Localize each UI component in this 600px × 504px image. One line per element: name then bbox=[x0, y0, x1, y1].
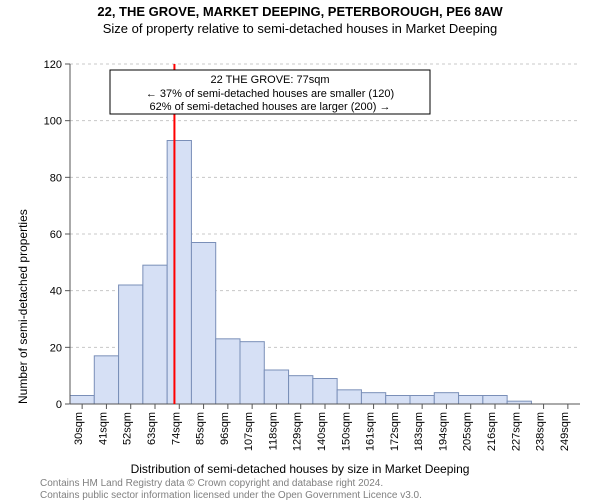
svg-text:22 THE GROVE: 77sqm: 22 THE GROVE: 77sqm bbox=[210, 74, 329, 86]
svg-text:63sqm: 63sqm bbox=[146, 412, 158, 445]
histogram-chart: 0 20 40 60 80 100 120 30sqm 41sqm 52sqm 63sqm 74sqm… bbox=[0, 4, 600, 474]
footnote: Contains HM Land Registry data © Crown c… bbox=[40, 478, 590, 502]
svg-text:194sqm: 194sqm bbox=[437, 412, 449, 451]
svg-text:172sqm: 172sqm bbox=[389, 412, 401, 451]
svg-text:107sqm: 107sqm bbox=[243, 412, 255, 451]
svg-text:216sqm: 216sqm bbox=[486, 412, 498, 451]
svg-text:41sqm: 41sqm bbox=[97, 412, 109, 445]
svg-text:120: 120 bbox=[44, 59, 62, 71]
svg-text:96sqm: 96sqm bbox=[219, 412, 231, 445]
svg-text:249sqm: 249sqm bbox=[559, 412, 571, 451]
svg-text:20: 20 bbox=[50, 342, 62, 354]
x-axis-label: Distribution of semi-detached houses by … bbox=[0, 462, 600, 476]
svg-text:161sqm: 161sqm bbox=[365, 412, 377, 451]
svg-text:140sqm: 140sqm bbox=[316, 412, 328, 451]
footnote-line-2: Contains public sector information licen… bbox=[40, 490, 590, 502]
svg-text:227sqm: 227sqm bbox=[510, 412, 522, 451]
svg-text:← 37% of semi-detached houses: ← 37% of semi-detached houses are smalle… bbox=[146, 88, 394, 100]
svg-text:129sqm: 129sqm bbox=[292, 412, 304, 451]
svg-text:205sqm: 205sqm bbox=[462, 412, 474, 451]
svg-text:52sqm: 52sqm bbox=[122, 412, 134, 445]
svg-text:150sqm: 150sqm bbox=[340, 412, 352, 451]
svg-text:30sqm: 30sqm bbox=[73, 412, 85, 445]
svg-text:80: 80 bbox=[50, 172, 62, 184]
svg-text:85sqm: 85sqm bbox=[195, 412, 207, 445]
y-axis-label: Number of semi-detached properties bbox=[16, 209, 30, 404]
svg-text:40: 40 bbox=[50, 286, 62, 298]
footnote-line-1: Contains HM Land Registry data © Crown c… bbox=[40, 478, 590, 490]
svg-text:238sqm: 238sqm bbox=[535, 412, 547, 451]
svg-text:183sqm: 183sqm bbox=[413, 412, 425, 451]
svg-text:0: 0 bbox=[56, 399, 62, 411]
chart-container: 0 20 40 60 80 100 120 30sqm 41sqm 52sqm 63sqm 74sqm… bbox=[0, 4, 600, 474]
svg-text:74sqm: 74sqm bbox=[170, 412, 182, 445]
svg-text:100: 100 bbox=[44, 116, 62, 128]
svg-text:60: 60 bbox=[50, 229, 62, 241]
svg-text:118sqm: 118sqm bbox=[267, 412, 279, 450]
svg-text:62% of semi-detached houses ar: 62% of semi-detached houses are larger (… bbox=[150, 101, 391, 113]
